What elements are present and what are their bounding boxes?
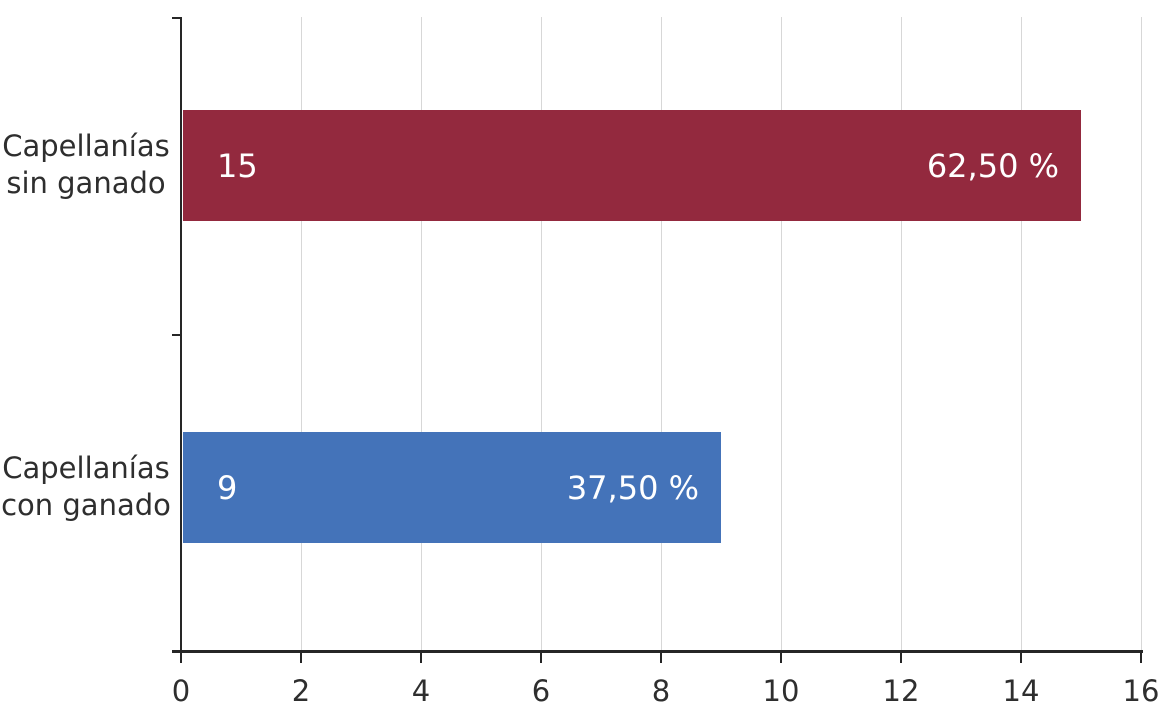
category-label-sin-ganado: Capellanías sin ganado xyxy=(2,129,170,200)
gridline-x-16 xyxy=(1140,17,1142,650)
gridline-x-6 xyxy=(540,17,542,650)
gridline-x-4 xyxy=(420,17,422,650)
x-tick-label-0: 0 xyxy=(171,674,191,708)
bar-percent-label: 37,50 % xyxy=(566,468,699,507)
x-axis-tick-12 xyxy=(900,650,902,663)
x-axis-tick-4 xyxy=(420,650,422,663)
gridline-x-2 xyxy=(300,17,302,650)
bar-capellanias-sin-ganado: 15 62,50 % xyxy=(183,110,1081,221)
x-axis-tick-10 xyxy=(780,650,782,663)
x-tick-label-16: 16 xyxy=(1122,674,1160,708)
x-tick-label-14: 14 xyxy=(1002,674,1040,708)
x-axis-tick-8 xyxy=(660,650,662,663)
x-axis-line xyxy=(172,650,1143,653)
y-axis-line xyxy=(180,17,182,651)
gridline-x-8 xyxy=(660,17,662,650)
gridline-x-12 xyxy=(900,17,902,650)
x-tick-label-12: 12 xyxy=(882,674,920,708)
bar-percent-label: 62,50 % xyxy=(926,146,1059,185)
gridline-x-10 xyxy=(780,17,782,650)
x-axis-tick-6 xyxy=(540,650,542,663)
x-tick-label-10: 10 xyxy=(762,674,800,708)
category-label-con-ganado: Capellanías con ganado xyxy=(1,451,171,522)
bar-value-label: 15 xyxy=(217,146,258,185)
bar-value-label: 9 xyxy=(217,468,238,507)
x-tick-label-8: 8 xyxy=(651,674,671,708)
y-axis-tick xyxy=(172,334,181,336)
bar-capellanias-con-ganado: 9 37,50 % xyxy=(183,432,721,543)
gridline-x-14 xyxy=(1020,17,1022,650)
x-tick-label-6: 6 xyxy=(531,674,551,708)
x-axis-tick-16 xyxy=(1140,650,1142,663)
x-axis-tick-2 xyxy=(300,650,302,663)
x-tick-label-4: 4 xyxy=(411,674,431,708)
x-axis-tick-0 xyxy=(180,650,182,663)
y-axis-tick xyxy=(172,17,181,19)
x-axis-tick-14 xyxy=(1020,650,1022,663)
x-tick-label-2: 2 xyxy=(291,674,311,708)
